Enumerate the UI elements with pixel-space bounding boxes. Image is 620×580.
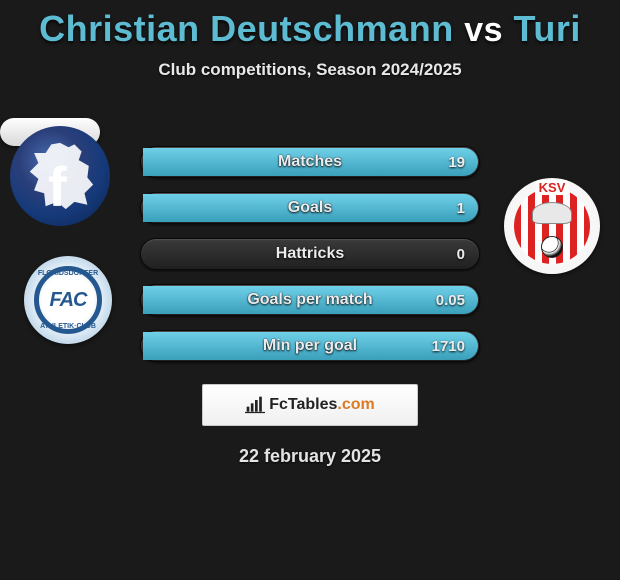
- stat-row-matches: Matches 19: [140, 146, 480, 178]
- badge-arc-bot: ATHLETIK·CLUB: [40, 323, 96, 330]
- stat-row-mpg: Min per goal 1710: [140, 330, 480, 362]
- brand-prefix: Fc: [269, 396, 288, 413]
- player2-name: Turi: [514, 8, 581, 49]
- brand-suffix: .com: [337, 396, 374, 413]
- badge-left-text: FAC: [50, 289, 87, 312]
- brand-box[interactable]: FcTables.com: [202, 384, 418, 426]
- stat-row-hattricks: Hattricks 0: [140, 238, 480, 270]
- stat-label: Matches: [278, 153, 342, 171]
- comparison-infographic: Christian Deutschmann vs Turi Club compe…: [0, 0, 620, 580]
- stat-row-goals: Goals 1: [140, 192, 480, 224]
- facebook-f-icon: f: [48, 154, 67, 219]
- brand-text: FcTables.com: [269, 396, 375, 414]
- stat-right-value: 0.05: [436, 292, 465, 309]
- badge-right-text: KSV: [536, 180, 569, 195]
- player1-name: Christian Deutschmann: [39, 8, 454, 49]
- stat-row-gpm: Goals per match 0.05: [140, 284, 480, 316]
- stat-label: Min per goal: [263, 337, 357, 355]
- eagle-icon: [532, 202, 572, 224]
- stat-right-value: 19: [448, 154, 465, 171]
- stat-label: Goals per match: [247, 291, 372, 309]
- badge-right-inner: KSV: [514, 188, 590, 264]
- stat-right-value: 1710: [432, 338, 465, 355]
- player2-club-badge: KSV: [504, 178, 600, 274]
- page-title: Christian Deutschmann vs Turi: [0, 8, 620, 50]
- bar-chart-icon: [245, 396, 265, 414]
- stat-label: Goals: [288, 199, 332, 217]
- soccer-ball-icon: [541, 236, 563, 258]
- stat-right-value: 1: [457, 200, 465, 217]
- stat-right-value: 0: [457, 246, 465, 263]
- date-label: 22 february 2025: [0, 446, 620, 467]
- player1-club-badge: FLORIDSDORFER FAC ATHLETIK·CLUB: [24, 256, 112, 344]
- stat-label: Hattricks: [276, 245, 344, 263]
- vs-label: vs: [464, 11, 503, 49]
- subtitle: Club competitions, Season 2024/2025: [0, 60, 620, 80]
- brand-main: Tables: [288, 396, 338, 413]
